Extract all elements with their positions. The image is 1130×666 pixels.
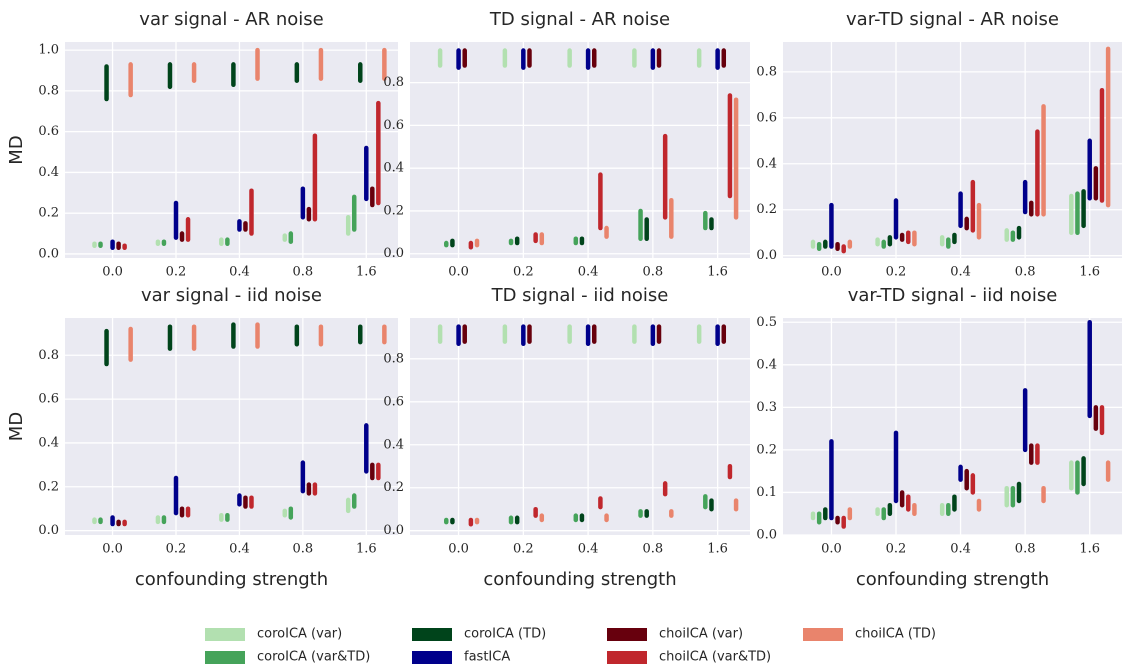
y-tick-label: 0.8 <box>38 83 59 98</box>
x-tick-label: 0.2 <box>513 542 534 557</box>
x-tick-label: 0.8 <box>293 542 314 557</box>
x-tick-label: 1.6 <box>707 265 728 280</box>
legend-label: choiICA (TD) <box>855 627 936 642</box>
panel-title: var signal - iid noise <box>141 285 322 306</box>
x-tick-label: 1.6 <box>1079 542 1100 557</box>
legend-swatch <box>607 651 647 664</box>
plot-area <box>65 318 398 535</box>
y-tick-label: 0.8 <box>383 75 404 90</box>
panel-title: TD signal - iid noise <box>491 285 669 306</box>
x-tick-label: 0.2 <box>886 542 907 557</box>
plot-area <box>783 42 1122 258</box>
y-tick-label: 0.1 <box>756 485 777 500</box>
x-tick-label: 0.0 <box>102 542 123 557</box>
y-tick-label: 1.0 <box>38 43 59 58</box>
x-tick-label: 0.0 <box>448 542 469 557</box>
legend-label: choiICA (var&TD) <box>659 650 771 665</box>
y-tick-label: 0.4 <box>383 161 404 176</box>
x-tick-label: 0.4 <box>229 265 250 280</box>
legend-label: fastICA <box>464 650 510 665</box>
x-tick-label: 0.4 <box>578 265 599 280</box>
x-tick-label: 0.8 <box>1015 542 1036 557</box>
y-tick-label: 0.0 <box>38 523 59 538</box>
panel-title: var signal - AR noise <box>139 9 323 30</box>
y-tick-label: 0.2 <box>383 480 404 495</box>
panel-title: var-TD signal - iid noise <box>848 285 1058 306</box>
x-tick-label: 1.6 <box>356 542 377 557</box>
y-tick-label: 0.3 <box>756 400 777 415</box>
y-tick-label: 0.0 <box>756 248 777 263</box>
x-tick-label: 0.0 <box>821 265 842 280</box>
x-tick-label: 1.6 <box>707 542 728 557</box>
x-tick-label: 0.2 <box>166 265 187 280</box>
y-tick-label: 0.2 <box>383 203 404 218</box>
x-tick-label: 0.4 <box>229 542 250 557</box>
x-axis-label: confounding strength <box>856 569 1049 590</box>
y-tick-label: 0.4 <box>756 156 777 171</box>
y-tick-label: 0.6 <box>383 394 404 409</box>
y-tick-label: 0.4 <box>756 357 777 372</box>
x-tick-label: 0.2 <box>886 265 907 280</box>
x-tick-label: 0.0 <box>102 265 123 280</box>
plot-area <box>410 318 750 535</box>
panel-title: var-TD signal - AR noise <box>846 9 1059 30</box>
y-tick-label: 0.8 <box>383 351 404 366</box>
y-tick-label: 0.2 <box>756 442 777 457</box>
y-tick-label: 0.6 <box>383 118 404 133</box>
x-tick-label: 0.0 <box>821 542 842 557</box>
x-tick-label: 1.6 <box>1079 265 1100 280</box>
y-tick-label: 0.0 <box>38 246 59 261</box>
x-tick-label: 0.0 <box>448 265 469 280</box>
y-tick-label: 0.0 <box>756 528 777 543</box>
plot-area <box>410 42 750 258</box>
x-tick-label: 0.8 <box>293 265 314 280</box>
y-tick-label: 0.4 <box>383 437 404 452</box>
x-tick-label: 0.8 <box>1015 265 1036 280</box>
y-tick-label: 0.4 <box>38 435 59 450</box>
y-axis-label: MD <box>6 135 27 164</box>
x-tick-label: 1.6 <box>356 265 377 280</box>
y-tick-label: 0.2 <box>38 206 59 221</box>
legend-swatch <box>412 628 452 641</box>
panel-title: TD signal - AR noise <box>489 9 670 30</box>
legend-label: coroICA (var&TD) <box>257 650 370 665</box>
y-axis-label: MD <box>6 412 27 441</box>
legend-swatch <box>205 628 245 641</box>
legend-label: choiICA (var) <box>659 627 743 642</box>
legend-swatch <box>803 628 843 641</box>
y-tick-label: 0.6 <box>756 110 777 125</box>
y-tick-label: 0.8 <box>756 64 777 79</box>
x-axis-label: confounding strength <box>135 569 328 590</box>
x-tick-label: 0.2 <box>513 265 534 280</box>
x-tick-label: 0.2 <box>166 542 187 557</box>
legend-swatch <box>412 651 452 664</box>
y-tick-label: 0.8 <box>38 348 59 363</box>
y-tick-label: 0.0 <box>383 246 404 261</box>
x-tick-label: 0.4 <box>950 542 971 557</box>
y-tick-label: 0.6 <box>38 392 59 407</box>
legend-swatch <box>205 651 245 664</box>
x-tick-label: 0.8 <box>643 265 664 280</box>
y-tick-label: 0.2 <box>38 479 59 494</box>
y-tick-label: 0.4 <box>38 165 59 180</box>
x-axis-label: confounding strength <box>483 569 676 590</box>
legend-label: coroICA (var) <box>257 627 342 642</box>
x-tick-label: 0.8 <box>643 542 664 557</box>
legend-label: coroICA (TD) <box>464 627 546 642</box>
y-tick-label: 0.6 <box>38 124 59 139</box>
x-tick-label: 0.4 <box>578 542 599 557</box>
legend-swatch <box>607 628 647 641</box>
x-tick-label: 0.4 <box>950 265 971 280</box>
y-tick-label: 0.2 <box>756 202 777 217</box>
y-tick-label: 0.5 <box>756 315 777 330</box>
y-tick-label: 0.0 <box>383 523 404 538</box>
